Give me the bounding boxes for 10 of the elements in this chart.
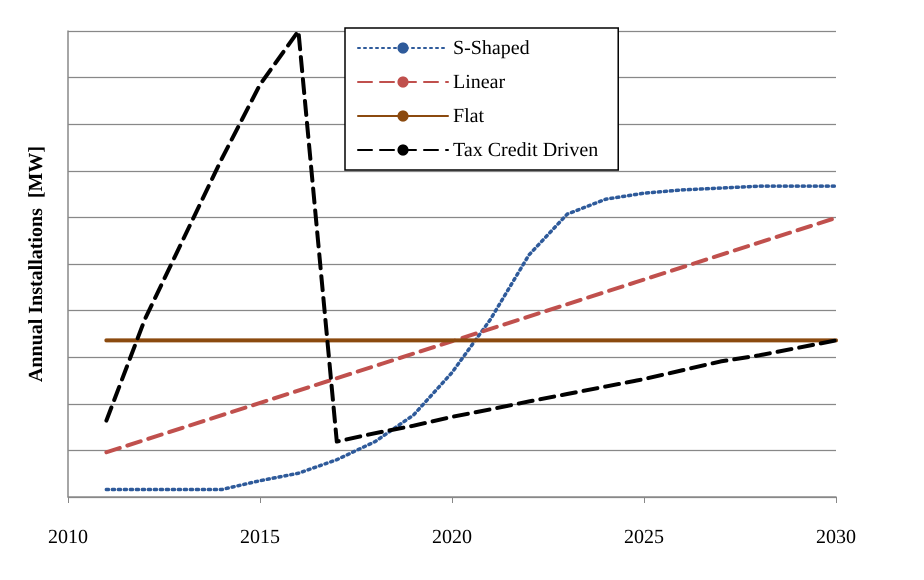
legend-label: Tax Credit Driven — [453, 139, 598, 161]
y-axis-title: Annual Installations [MW] — [25, 146, 47, 382]
legend-label: Flat — [453, 105, 485, 127]
legend-label: S-Shaped — [453, 37, 530, 59]
x-tick-label: 2015 — [240, 526, 280, 548]
x-tick-label: 2010 — [48, 526, 88, 548]
x-tick-label: 2025 — [624, 526, 664, 548]
x-tick-label: 2030 — [816, 526, 856, 548]
x-tick-label: 2020 — [432, 526, 472, 548]
legend-label: Linear — [453, 71, 506, 93]
